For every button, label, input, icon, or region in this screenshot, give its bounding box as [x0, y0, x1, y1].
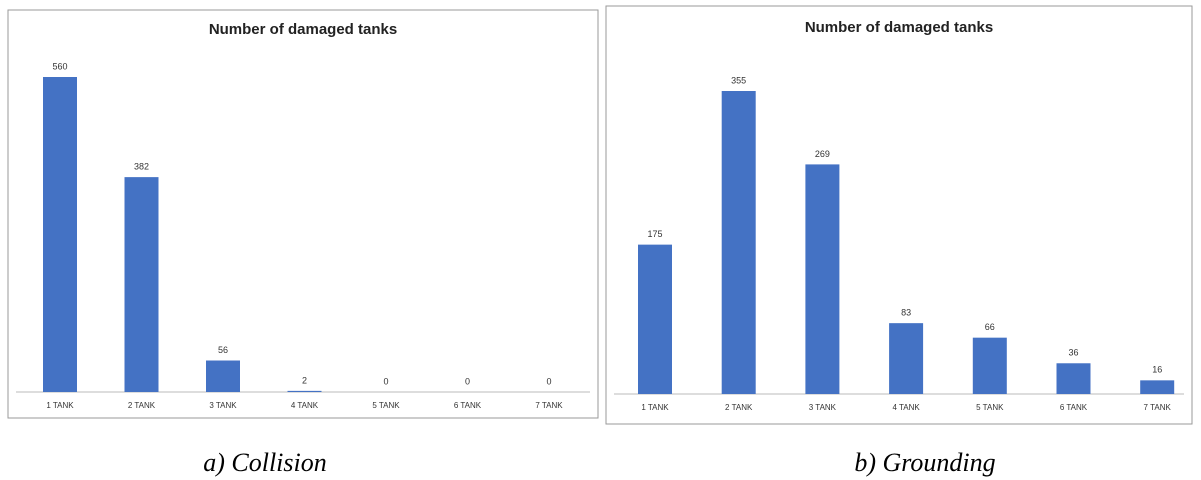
bar — [805, 164, 840, 394]
data-label: 83 — [901, 308, 911, 318]
bar — [43, 77, 77, 392]
x-tick-label: 1 TANK — [46, 401, 74, 410]
x-tick-label: 7 TANK — [535, 401, 563, 410]
x-tick-label: 5 TANK — [976, 403, 1004, 412]
data-label: 269 — [815, 149, 830, 159]
data-label: 56 — [218, 345, 228, 355]
data-label: 355 — [731, 75, 746, 85]
data-label: 560 — [52, 61, 67, 71]
bar — [287, 390, 322, 392]
data-label: 0 — [383, 376, 388, 386]
bar — [889, 323, 924, 394]
x-tick-label: 6 TANK — [1060, 403, 1088, 412]
bar — [1056, 363, 1091, 394]
data-label: 16 — [1152, 365, 1162, 375]
data-label: 0 — [546, 376, 551, 386]
caption: b) Grounding — [854, 448, 995, 477]
x-tick-label: 2 TANK — [725, 403, 753, 412]
bar — [972, 337, 1007, 394]
chart-frame — [605, 5, 1193, 425]
bar — [1140, 380, 1175, 394]
chart-title: Number of damaged tanks — [209, 21, 397, 38]
data-label: 36 — [1068, 348, 1078, 358]
x-tick-label: 5 TANK — [372, 401, 400, 410]
bar — [206, 360, 240, 392]
caption: a) Collision — [203, 448, 327, 477]
x-tick-label: 3 TANK — [809, 403, 837, 412]
x-tick-label: 4 TANK — [892, 403, 920, 412]
data-label: 2 — [302, 375, 307, 385]
x-tick-label: 3 TANK — [209, 401, 237, 410]
x-tick-label: 7 TANK — [1144, 403, 1172, 412]
x-tick-label: 4 TANK — [291, 401, 319, 410]
bar — [721, 91, 756, 394]
chart-title: Number of damaged tanks — [805, 19, 993, 36]
data-label: 0 — [465, 376, 470, 386]
bar — [638, 244, 672, 394]
data-label: 175 — [647, 229, 662, 239]
data-label: 382 — [134, 162, 149, 172]
x-tick-label: 6 TANK — [454, 401, 482, 410]
bar — [124, 177, 159, 392]
x-tick-label: 1 TANK — [641, 403, 669, 412]
x-tick-label: 2 TANK — [128, 401, 156, 410]
data-label: 66 — [985, 322, 995, 332]
chart-frame — [7, 9, 599, 419]
